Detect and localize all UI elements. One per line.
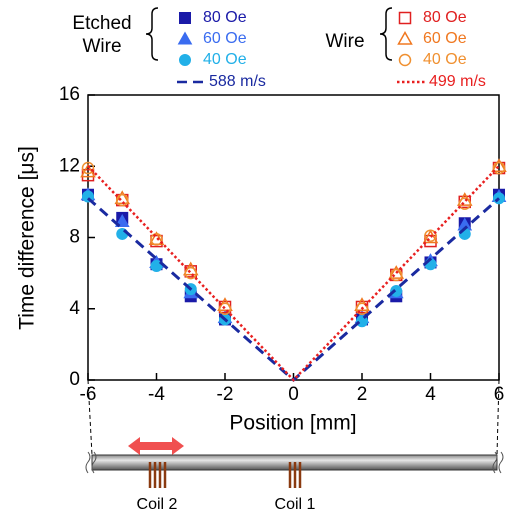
move-arrow [128, 437, 184, 455]
point [458, 197, 471, 210]
x-axis-label: Position [mm] [229, 412, 356, 435]
x-tick-label: 4 [425, 384, 436, 405]
y-tick-label: 0 [69, 369, 80, 390]
legend-label: 60 Oe [423, 30, 467, 47]
point [116, 193, 129, 207]
x-tick-label: 0 [288, 384, 299, 405]
y-tick-label: 16 [59, 84, 80, 105]
legend-label: 80 Oe [203, 9, 247, 26]
x-tick-label: -6 [80, 384, 97, 405]
point [114, 213, 130, 227]
point [388, 265, 405, 279]
legend-label: 40 Oe [423, 51, 467, 68]
line [87, 165, 500, 382]
legend-swatch [179, 12, 191, 24]
coil [148, 462, 167, 488]
legend-label: 40 Oe [203, 51, 247, 68]
plot-frame [87, 94, 500, 381]
legend-label: 588 m/s [209, 73, 266, 90]
x-tick-label: 6 [494, 384, 505, 405]
point [184, 266, 197, 280]
y-tick-label: 4 [69, 298, 80, 319]
guide-line [87, 379, 93, 456]
line [87, 197, 500, 383]
legend-swatch [177, 31, 193, 45]
point [492, 161, 506, 175]
wire-diagram: Coil 2 Coil 1 [85, 379, 504, 513]
point [355, 302, 369, 315]
point [422, 229, 439, 244]
point [150, 233, 163, 246]
legend-swatch [398, 11, 412, 25]
legend-brace [379, 7, 393, 61]
legend-brace [145, 7, 159, 61]
legend-label: 499 m/s [429, 73, 486, 90]
point [491, 158, 507, 172]
y-tick-label: 12 [59, 155, 80, 176]
x-tick-label: -2 [217, 384, 234, 405]
legend-label: 80 Oe [423, 9, 467, 26]
y-axis-label: Time difference [μs] [16, 146, 39, 330]
legend-swatch [398, 53, 412, 67]
x-tick-label: 2 [357, 384, 368, 405]
y-tick-label: 8 [69, 227, 80, 248]
coil [288, 462, 302, 488]
guide-line [496, 379, 500, 456]
legend-group-title: Wire [325, 31, 365, 52]
point [424, 229, 437, 242]
point [390, 268, 403, 282]
coil-label: Coil 1 [275, 496, 316, 513]
legend-swatch [179, 54, 191, 66]
x-tick-label: -4 [148, 384, 165, 405]
coil-label: Coil 2 [137, 496, 178, 513]
point [218, 302, 232, 315]
legend-swatch [397, 30, 413, 45]
legend-label: 60 Oe [203, 30, 247, 47]
point [81, 161, 95, 175]
point [390, 284, 403, 297]
break-mark [492, 451, 504, 474]
break-mark [85, 451, 97, 474]
legend-group-title: Etched Wire [72, 13, 132, 57]
